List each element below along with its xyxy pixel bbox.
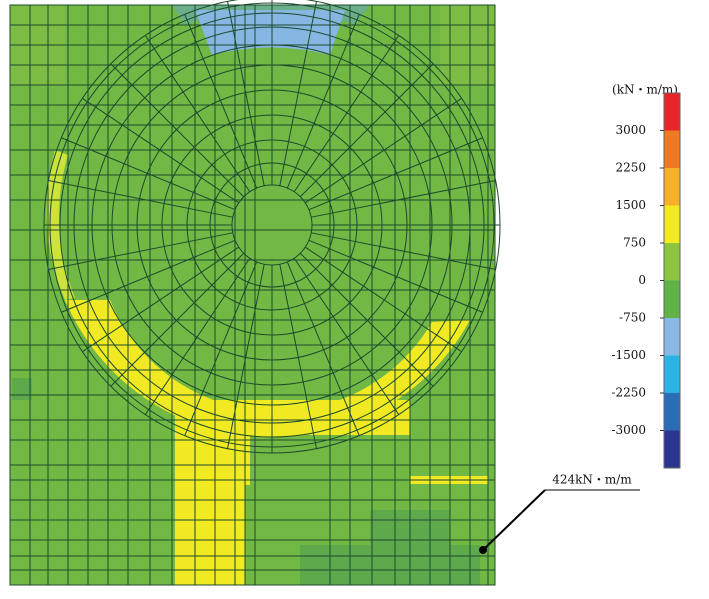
patch [12, 378, 32, 400]
mesh-spoke [279, 264, 317, 449]
mesh-spoke [299, 63, 434, 198]
mesh-spoke [61, 137, 236, 211]
legend-band [664, 205, 680, 243]
positive-zone [175, 485, 245, 585]
legend-tick-label: 3000 [615, 123, 646, 137]
legend-band [664, 243, 680, 281]
leader-dot [479, 546, 487, 554]
mesh-spoke [227, 1, 265, 186]
legend-tick-label: -3000 [611, 423, 646, 437]
legend-tick-label: -2250 [611, 386, 646, 400]
mesh-spoke [184, 261, 258, 436]
legend: (kN・m/m) 3000 2250 1500 750 0 -750 -1500 -2250 -… [611, 83, 681, 469]
legend-band [664, 430, 680, 468]
legend-band [664, 168, 680, 206]
legend-tick-label: 1500 [615, 198, 646, 212]
negative-zone [195, 10, 345, 55]
mesh-spoke [304, 97, 462, 204]
plot-background [10, 5, 495, 585]
mesh-spoke [184, 14, 258, 189]
mesh-spoke [308, 239, 483, 313]
mesh-spoke [61, 239, 236, 313]
legend-band [664, 393, 680, 431]
leader-line [482, 489, 546, 551]
legend-unit: (kN・m/m) [612, 83, 678, 97]
annotation-text: 424kN・m/m [552, 473, 632, 487]
mesh-spoke [144, 257, 251, 415]
mesh-spoke [299, 252, 434, 387]
annotation: 424kN・m/m [479, 473, 640, 554]
mesh-spoke [48, 232, 233, 270]
mesh-spoke [293, 257, 400, 415]
legend-band [664, 355, 680, 393]
mesh-spoke [311, 232, 496, 270]
mesh-spoke [279, 1, 317, 186]
mesh [10, 0, 501, 585]
legend-tick-label: -750 [619, 311, 646, 325]
mesh-spoke [110, 63, 245, 198]
mesh-spoke [110, 252, 245, 387]
plot-border [9, 4, 496, 586]
legend-tick-label: 2250 [615, 161, 646, 175]
mesh-spoke [227, 264, 265, 449]
legend-tick-label: 750 [623, 236, 646, 250]
contour-plot [9, 0, 501, 586]
legend-band [664, 280, 680, 318]
mesh-spoke [286, 14, 360, 189]
mesh-spoke [311, 180, 496, 218]
mesh-spoke [82, 246, 240, 353]
legend-tick-label: -1500 [611, 348, 646, 362]
legend-band [664, 318, 680, 356]
mesh-spoke [48, 180, 233, 218]
mesh-spoke [144, 35, 251, 193]
patch [300, 545, 480, 585]
mesh-spoke [286, 261, 360, 436]
legend-band [664, 93, 680, 131]
mesh-spoke [308, 137, 483, 211]
positive-edge [46, 150, 75, 300]
mesh-spoke [293, 35, 400, 193]
mesh-spoke [304, 246, 462, 353]
legend-band [664, 130, 680, 168]
mesh-spoke [82, 97, 240, 204]
legend-tick-label: 0 [638, 273, 646, 287]
